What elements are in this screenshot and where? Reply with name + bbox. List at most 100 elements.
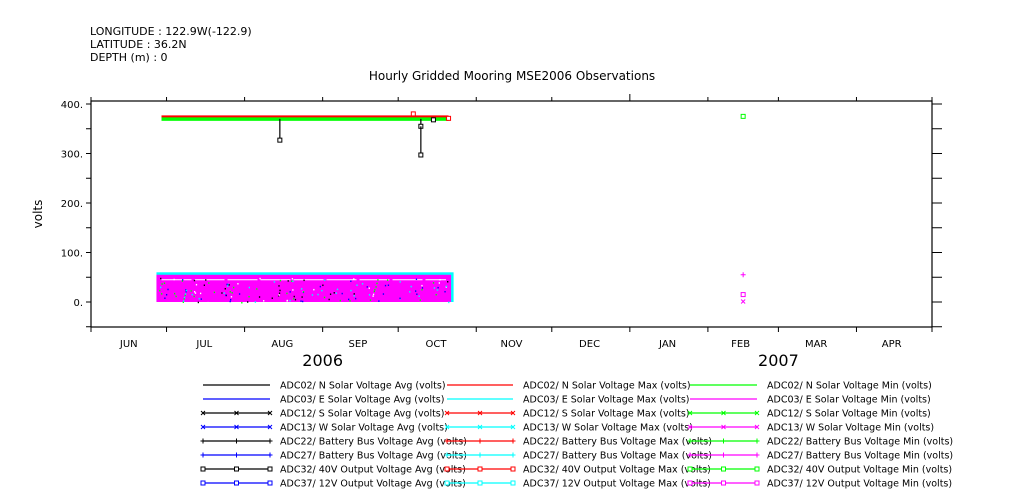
legend-label: ADC02/ N Solar Voltage Max (volts) xyxy=(523,381,691,392)
latitude-label: LATITUDE : 36.2N xyxy=(90,38,187,51)
legend-marker-x xyxy=(510,410,516,416)
data-point xyxy=(302,291,305,293)
data-point xyxy=(439,279,441,281)
data-point xyxy=(421,284,423,287)
data-point xyxy=(221,292,223,294)
data-point xyxy=(353,278,355,280)
legend-label: ADC12/ S Solar Voltage Max (volts) xyxy=(523,409,690,420)
x-month-label: JAN xyxy=(658,339,676,350)
data-point xyxy=(241,301,243,304)
data-point xyxy=(289,291,291,293)
data-point xyxy=(183,296,186,299)
data-point xyxy=(230,298,232,301)
data-point xyxy=(159,289,161,292)
axes: 0. 100. 200. 300. 400. JUN JUL AUG SEP OCT NOV DEC J… xyxy=(61,94,942,370)
data-point xyxy=(232,286,235,289)
data-point xyxy=(173,292,176,295)
data-point xyxy=(321,289,323,292)
legend-marker-plus xyxy=(687,452,693,458)
legend-label: ADC27/ Battery Bus Voltage Max (volts) xyxy=(523,451,712,462)
data-point xyxy=(279,289,281,292)
data-point xyxy=(271,297,273,299)
data-point xyxy=(445,285,448,288)
legend-marker-x xyxy=(200,424,206,430)
data-point xyxy=(259,277,261,280)
legend-marker-plus xyxy=(754,452,760,458)
data-point-square xyxy=(740,113,746,119)
data-point xyxy=(185,290,187,293)
data-point xyxy=(195,283,198,286)
data-point xyxy=(353,295,355,297)
x-month-label: FEB xyxy=(731,339,750,350)
data-point xyxy=(361,283,364,285)
data-point xyxy=(182,301,184,303)
data-point xyxy=(368,287,370,289)
legend: ADC02/ N Solar Voltage Avg (volts) ADC03/… xyxy=(200,381,953,490)
legend-marker-plus xyxy=(510,452,516,458)
legend-marker-x xyxy=(444,424,450,430)
data-point xyxy=(160,277,162,280)
data-point xyxy=(419,299,421,301)
legend-marker-plus xyxy=(444,452,450,458)
data-point xyxy=(436,289,439,291)
data-point xyxy=(193,279,196,282)
legend-marker-square xyxy=(721,466,726,472)
data-point xyxy=(421,287,424,289)
x-month-label: NOV xyxy=(500,339,522,350)
legend-marker-plus xyxy=(444,438,450,444)
legend-marker-square xyxy=(754,466,760,472)
data-point xyxy=(238,293,241,295)
data-point xyxy=(185,289,188,292)
data-point xyxy=(444,290,446,293)
data-point xyxy=(387,284,390,286)
data-point xyxy=(300,300,302,302)
depth-label: DEPTH (m) : 0 xyxy=(90,51,168,64)
x-month-label: DEC xyxy=(579,339,600,350)
data-point xyxy=(161,283,163,285)
data-point xyxy=(173,278,175,281)
legend-marker-x xyxy=(234,424,239,430)
legend-label: ADC03/ E Solar Voltage Avg (volts) xyxy=(280,395,444,406)
data-point xyxy=(199,292,202,295)
longitude-label: LONGITUDE : 122.9W(-122.9) xyxy=(90,25,252,38)
y-tick-label: 200. xyxy=(61,199,83,210)
data-point-square xyxy=(430,117,436,123)
data-band xyxy=(161,115,449,118)
data-point xyxy=(198,297,200,300)
legend-marker-plus xyxy=(687,438,693,444)
data-point xyxy=(376,282,378,285)
legend-marker-plus xyxy=(234,438,239,444)
data-point xyxy=(373,290,376,293)
data-point xyxy=(377,279,379,281)
legend-marker-plus xyxy=(267,452,273,458)
data-point xyxy=(432,282,435,284)
legend-marker-square xyxy=(687,480,693,486)
data-point-square xyxy=(446,115,452,121)
data-point xyxy=(182,300,185,302)
data-point xyxy=(317,293,319,296)
legend-marker-square xyxy=(200,480,206,486)
data-point xyxy=(323,296,326,299)
data-point xyxy=(226,283,228,286)
legend-marker-square xyxy=(444,466,450,472)
data-point xyxy=(302,300,304,303)
data-point xyxy=(319,285,321,288)
data-point xyxy=(292,280,294,283)
data-point xyxy=(336,288,339,291)
legend-marker-square xyxy=(477,480,483,486)
data-point xyxy=(286,292,288,295)
data-point xyxy=(228,284,230,286)
data-point xyxy=(350,289,352,292)
data-point xyxy=(322,284,324,287)
data-point xyxy=(438,282,441,284)
data-point xyxy=(291,280,293,282)
y-tick-label: 0. xyxy=(73,298,83,309)
legend-marker-square xyxy=(200,466,206,472)
legend-marker-plus xyxy=(477,438,483,444)
data-point xyxy=(191,293,193,296)
data-point xyxy=(447,281,449,283)
legend-marker-plus xyxy=(234,452,239,458)
legend-label: ADC32/ 40V Output Voltage Avg (volts) xyxy=(280,465,466,476)
plot-frame xyxy=(90,100,933,328)
legend-label: ADC32/ 40V Output Voltage Max (volts) xyxy=(523,465,711,476)
